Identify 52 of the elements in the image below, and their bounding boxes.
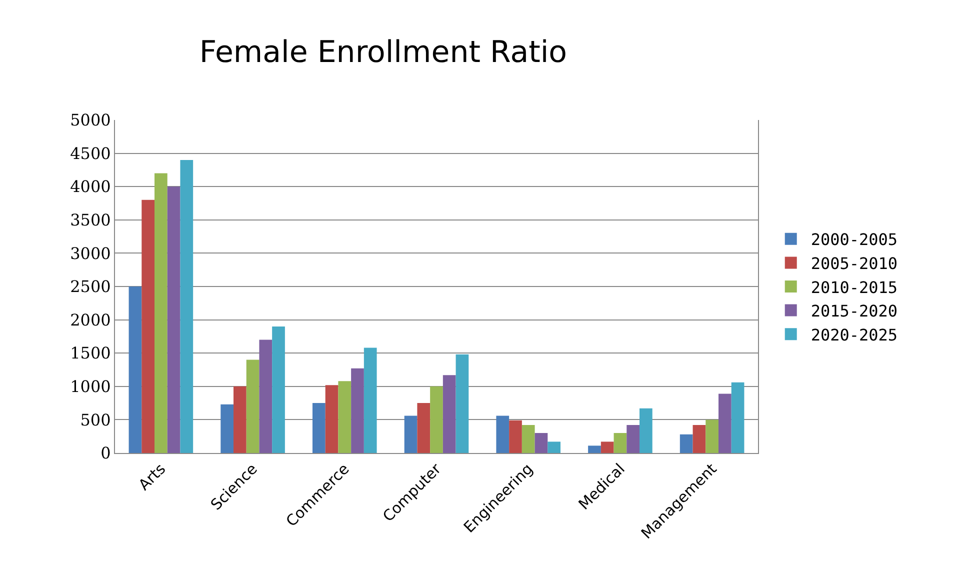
bar <box>456 354 469 453</box>
bar <box>534 433 548 453</box>
y-tick-label: 500 <box>80 410 111 430</box>
bar <box>614 433 627 453</box>
bar <box>718 394 732 453</box>
bar <box>259 340 272 453</box>
legend-label: 2015-2020 <box>810 302 898 321</box>
bar <box>404 416 418 453</box>
legend-label: 2005-2010 <box>810 254 898 273</box>
bar <box>548 442 561 453</box>
bar <box>351 368 364 453</box>
y-tick-label: 5000 <box>70 110 111 130</box>
y-tick-label: 4500 <box>70 144 111 163</box>
bar <box>312 403 326 453</box>
bar <box>640 408 652 453</box>
bar <box>588 446 601 453</box>
bar <box>626 425 640 453</box>
bar <box>154 173 168 453</box>
legend-label: 2020-2025 <box>810 325 898 344</box>
bar <box>430 386 443 453</box>
bar <box>442 375 456 453</box>
bar <box>522 425 535 453</box>
bar <box>220 404 234 453</box>
bar <box>680 434 693 453</box>
bar <box>128 286 142 453</box>
y-tick-label: 2000 <box>70 310 111 330</box>
y-tick-label: 1500 <box>70 344 111 363</box>
bar <box>272 326 285 453</box>
bar <box>338 381 352 453</box>
y-tick-label: 4000 <box>70 177 111 196</box>
bar <box>600 442 614 453</box>
bar <box>167 186 180 453</box>
bar <box>496 416 510 453</box>
bar <box>417 403 430 453</box>
bar <box>180 160 194 453</box>
chart-title: Female Enrollment Ratio <box>199 34 568 70</box>
bar <box>731 382 744 453</box>
bar <box>234 386 246 453</box>
y-tick-label: 2500 <box>70 277 111 296</box>
bar <box>692 425 706 453</box>
bar <box>142 200 154 453</box>
bar <box>246 360 260 453</box>
y-tick-label: 0 <box>100 444 111 463</box>
y-tick-label: 1000 <box>70 377 111 396</box>
bar <box>706 420 718 453</box>
legend-label: 2000-2005 <box>810 230 898 250</box>
y-tick-label: 3000 <box>70 244 111 263</box>
legend-label: 2010-2015 <box>810 278 898 297</box>
bar <box>509 420 522 453</box>
bar <box>325 385 338 453</box>
bar <box>364 348 377 453</box>
y-tick-label: 3500 <box>70 210 111 230</box>
